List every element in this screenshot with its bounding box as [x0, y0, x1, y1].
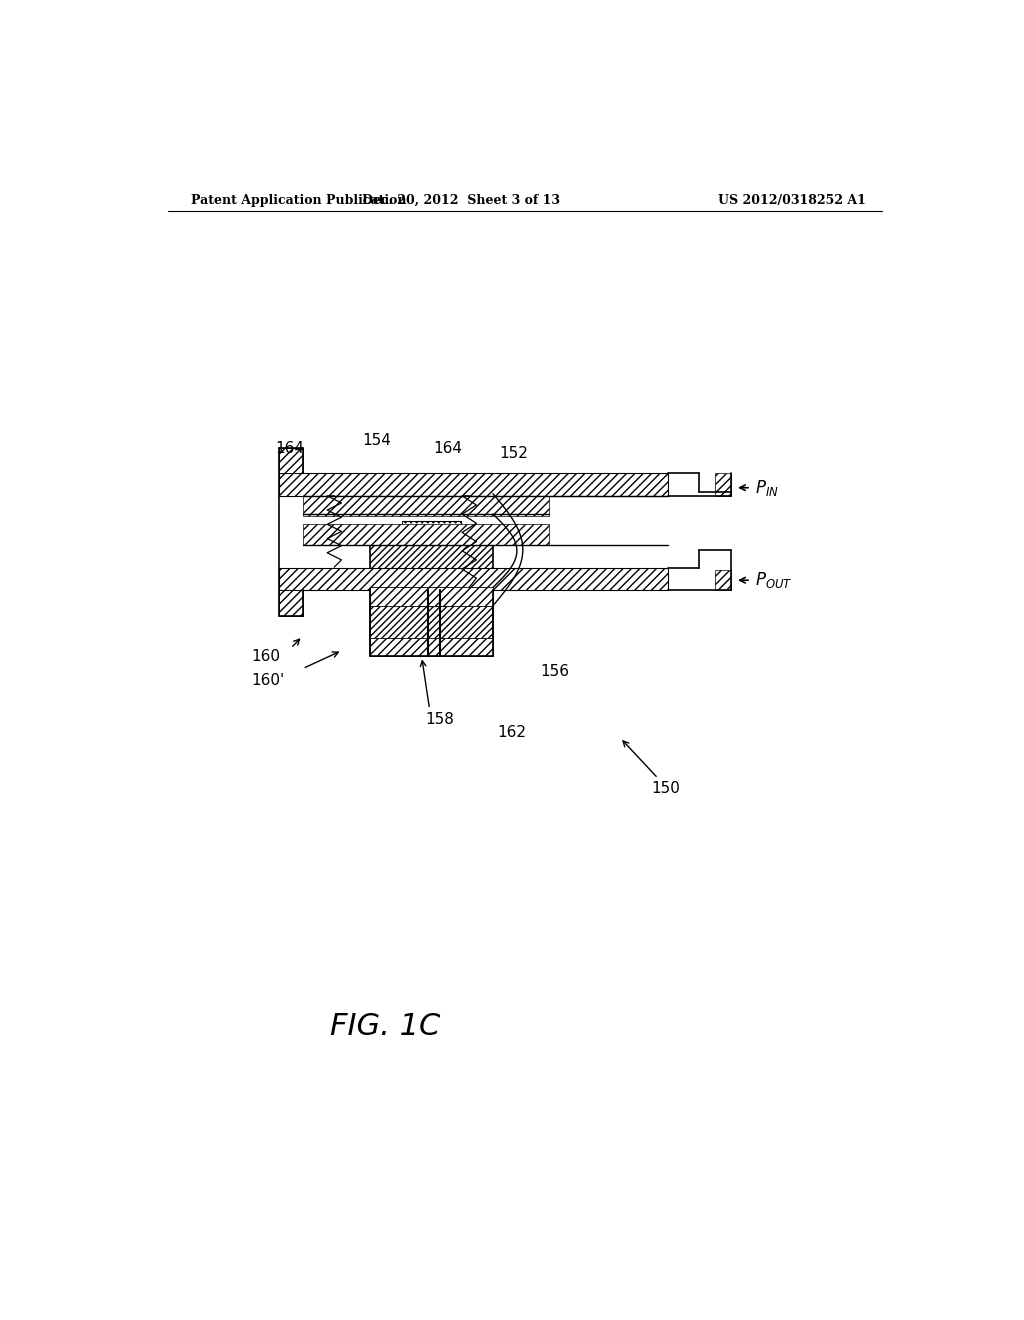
Bar — [279, 590, 303, 615]
Bar — [303, 496, 549, 516]
Bar — [715, 570, 731, 590]
Bar — [279, 474, 668, 496]
Text: FIG. 1C: FIG. 1C — [331, 1012, 440, 1041]
Text: 150: 150 — [652, 781, 681, 796]
Text: 152: 152 — [500, 446, 528, 461]
Text: $P_{IN}$: $P_{IN}$ — [755, 478, 779, 498]
Text: 158: 158 — [426, 711, 455, 727]
Text: US 2012/0318252 A1: US 2012/0318252 A1 — [718, 194, 866, 207]
Bar — [370, 535, 494, 656]
Bar — [370, 587, 494, 606]
Text: Dec. 20, 2012  Sheet 3 of 13: Dec. 20, 2012 Sheet 3 of 13 — [362, 194, 560, 207]
Bar — [715, 474, 731, 496]
Text: 156: 156 — [541, 664, 569, 680]
Text: Patent Application Publication: Patent Application Publication — [191, 194, 407, 207]
Bar — [370, 638, 494, 656]
Bar — [303, 524, 549, 545]
Bar — [420, 576, 449, 606]
Text: 164: 164 — [274, 441, 304, 455]
Text: 160': 160' — [251, 673, 285, 688]
Bar — [279, 568, 668, 590]
Bar — [279, 447, 303, 474]
Text: 164: 164 — [433, 441, 463, 455]
Text: 162: 162 — [497, 725, 526, 741]
Text: 160: 160 — [251, 649, 280, 664]
Text: $P_{OUT}$: $P_{OUT}$ — [755, 570, 793, 590]
Bar — [401, 521, 461, 536]
Text: 154: 154 — [362, 433, 391, 449]
